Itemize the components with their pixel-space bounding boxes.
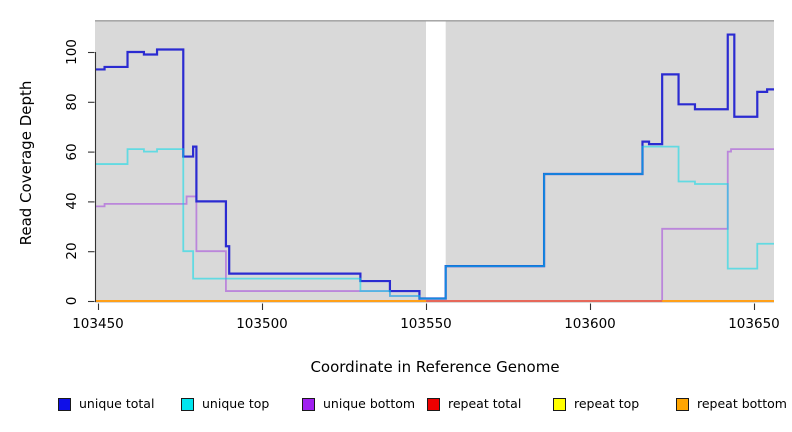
y-axis-title: Read Coverage Depth xyxy=(17,80,35,246)
x-tick-label: 103450 xyxy=(72,316,124,332)
legend-label: unique bottom xyxy=(323,396,416,411)
x-tick-label: 103550 xyxy=(400,316,452,332)
x-tick-label: 103500 xyxy=(236,316,288,332)
y-tick-label: 100 xyxy=(64,39,80,65)
x-tick-label: 103600 xyxy=(564,316,616,332)
x-tick-label: 103650 xyxy=(728,316,780,332)
legend-swatch-unique-total xyxy=(58,397,71,411)
x-axis-title: Coordinate in Reference Genome xyxy=(310,358,560,376)
legend-label: repeat top xyxy=(574,396,640,411)
legend-swatch-unique-top xyxy=(181,397,194,411)
y-tick-label: 60 xyxy=(64,143,80,161)
legend-label: repeat bottom xyxy=(697,396,787,411)
y-tick-label: 20 xyxy=(64,242,80,260)
legend-item-repeat-top: repeat top xyxy=(553,396,639,412)
legend-item-repeat-bottom: repeat bottom xyxy=(676,396,787,412)
legend-swatch-repeat-top xyxy=(553,397,566,411)
legend-label: unique top xyxy=(202,396,270,411)
legend-item-unique-total: unique total xyxy=(58,396,154,412)
legend-swatch-repeat-total xyxy=(427,397,440,411)
legend-swatch-unique-bottom xyxy=(302,397,315,411)
legend-swatch-repeat-bottom xyxy=(676,397,689,411)
legend-label: unique total xyxy=(79,396,155,411)
legend-item-unique-bottom: unique bottom xyxy=(302,396,415,412)
y-tick-label: 0 xyxy=(64,296,80,306)
series-line-unique-top xyxy=(95,145,774,300)
legend-item-repeat-total: repeat total xyxy=(427,396,521,412)
y-tick-label: 80 xyxy=(64,93,80,111)
y-tick-label: 40 xyxy=(64,192,80,210)
legend-item-unique-top: unique top xyxy=(181,396,269,412)
no-data-gap-band xyxy=(426,21,446,299)
legend-label: repeat total xyxy=(448,396,522,411)
